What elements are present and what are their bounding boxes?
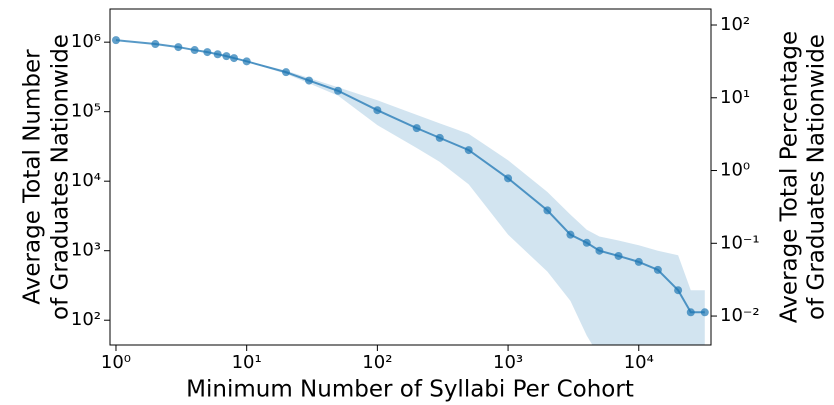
x-tick-label: 10³ (493, 352, 523, 373)
data-point (222, 52, 231, 61)
x-tick-label: 10¹ (232, 352, 262, 373)
data-point (435, 133, 444, 142)
data-point (614, 251, 623, 260)
y-tick-label: 10³ (71, 240, 101, 261)
data-point (190, 46, 199, 55)
data-point (700, 308, 709, 317)
data-point (373, 106, 382, 115)
confidence-band (115, 40, 705, 345)
data-point (111, 36, 120, 45)
data-point (543, 206, 552, 215)
data-point (582, 238, 591, 247)
y2-axis-title: of Graduates Nationwide (804, 34, 830, 320)
data-point (504, 174, 513, 183)
y-tick-label: 10² (71, 309, 101, 330)
data-point (151, 40, 160, 49)
data-point (566, 230, 575, 239)
y-axis-title: Average Total Number (20, 49, 46, 305)
x-tick-label: 10⁰ (101, 352, 131, 373)
x-tick-label: 10⁴ (624, 352, 654, 373)
y2-tick-label: 10⁻¹ (720, 232, 760, 253)
y2-tick-label: 10² (720, 14, 750, 35)
data-point (634, 257, 643, 266)
data-point (305, 76, 314, 85)
y-tick-label: 10⁴ (71, 170, 101, 191)
data-point (334, 86, 343, 95)
data-point (653, 265, 662, 274)
y-tick-label: 10⁵ (71, 101, 101, 122)
y-tick-label: 10⁶ (71, 31, 101, 52)
data-point (213, 50, 222, 59)
x-tick-label: 10² (362, 352, 392, 373)
data-point (282, 68, 291, 77)
y-axis-title: of Graduates Nationwide (48, 34, 74, 320)
plot-area (111, 36, 709, 345)
data-point (674, 286, 683, 295)
y2-tick-label: 10⁰ (720, 160, 750, 181)
data-point (230, 54, 239, 63)
y2-tick-label: 10⁻² (720, 305, 760, 326)
data-point (174, 43, 183, 52)
data-point (412, 124, 421, 133)
data-point (242, 57, 251, 66)
data-point (595, 246, 604, 255)
plot-frame (109, 8, 712, 346)
data-point (464, 146, 473, 155)
y2-tick-label: 10¹ (720, 87, 750, 108)
y2-axis-title: Average Total Percentage (777, 31, 803, 323)
data-point (686, 308, 695, 317)
x-axis-title: Minimum Number of Syllabi Per Cohort (186, 377, 634, 403)
data-point (203, 48, 212, 57)
